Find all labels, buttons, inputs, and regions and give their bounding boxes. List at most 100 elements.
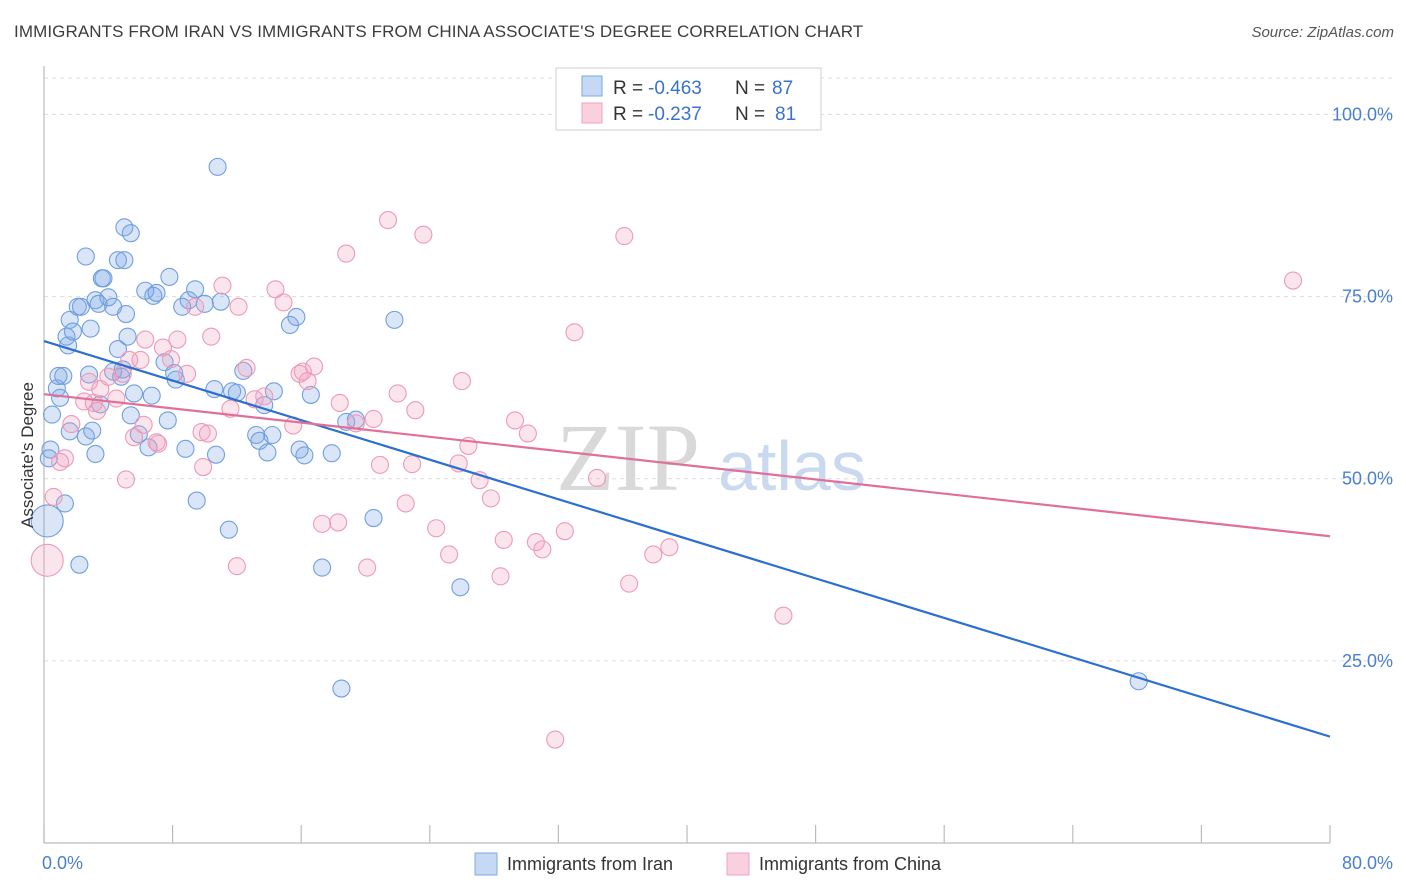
x-tick-label: 0.0% <box>42 853 83 873</box>
watermark-zip: ZIP <box>556 404 700 511</box>
trend-line-iran <box>43 339 1331 738</box>
iran-point <box>81 319 100 338</box>
y-tick-label: 25.0% <box>1342 651 1393 671</box>
iran-point <box>124 384 144 403</box>
legend-swatch-iran <box>581 75 603 97</box>
china-point <box>370 455 390 474</box>
china-point <box>644 545 663 564</box>
iran-point <box>160 267 179 286</box>
china-point <box>198 424 218 443</box>
legend-r-label-iran: R = <box>613 78 643 99</box>
iran-point <box>30 504 64 538</box>
bottom-legend-label-china: Immigrants from China <box>759 854 942 874</box>
iran-point <box>79 365 99 384</box>
china-point <box>229 297 248 316</box>
iran-point <box>70 555 89 574</box>
x-tick-label: 80.0% <box>1342 853 1393 873</box>
y-tick-label: 75.0% <box>1342 287 1393 307</box>
china-point <box>660 538 679 557</box>
china-point <box>491 567 510 586</box>
iran-point <box>264 382 283 401</box>
china-point <box>330 393 349 412</box>
china-point <box>161 350 181 369</box>
iran-point <box>115 251 134 270</box>
iran-point <box>94 269 113 288</box>
china-point <box>337 244 356 263</box>
china-point <box>364 409 383 429</box>
china-point <box>186 297 205 316</box>
china-point <box>178 364 197 383</box>
china-point <box>266 280 285 299</box>
china-point <box>526 533 545 552</box>
iran-point <box>322 444 341 463</box>
iran-point <box>301 385 320 404</box>
bottom-legend: Immigrants from Iran Immigrants from Chi… <box>474 852 942 876</box>
iran-point <box>147 283 166 302</box>
iran-point <box>116 305 136 324</box>
legend-r-value-iran: -0.463 <box>648 78 702 99</box>
iran-point <box>83 421 102 440</box>
china-point <box>221 399 240 418</box>
china-point <box>615 227 634 246</box>
iran-point <box>295 446 314 465</box>
china-point <box>1283 271 1303 290</box>
iran-point <box>144 286 163 305</box>
china-points <box>30 211 1303 749</box>
china-point <box>406 401 425 420</box>
iran-point <box>158 411 177 430</box>
legend-r-value-china: -0.237 <box>648 104 702 125</box>
iran-point <box>385 310 404 329</box>
china-point <box>168 330 187 349</box>
china-point <box>414 225 433 244</box>
china-point <box>136 330 155 349</box>
china-point <box>546 730 565 749</box>
iran-point <box>211 292 230 311</box>
iran-point <box>108 339 127 359</box>
trend-line-china <box>43 393 1331 538</box>
iran-point <box>129 425 148 444</box>
chart-title: IMMIGRANTS FROM IRAN VS IMMIGRANTS FROM … <box>14 22 864 41</box>
iran-point <box>208 157 227 176</box>
china-point <box>533 540 552 559</box>
china-point <box>427 519 446 538</box>
china-point <box>774 606 793 625</box>
iran-point <box>121 406 140 425</box>
watermark-atlas: atlas <box>718 427 866 505</box>
china-point <box>255 387 274 406</box>
china-point <box>213 276 232 295</box>
china-point <box>587 468 607 488</box>
iran-point <box>263 425 282 445</box>
china-point <box>62 415 81 434</box>
china-point <box>79 372 99 391</box>
china-point <box>202 327 221 346</box>
china-point <box>620 574 639 593</box>
legend-swatch-china <box>581 102 603 124</box>
y-axis-title: Associate's Degree <box>18 382 37 528</box>
china-point <box>358 558 377 577</box>
iran-point <box>42 405 62 424</box>
legend-n-value-iran: 87 <box>772 78 793 99</box>
iran-point <box>173 297 192 316</box>
china-point <box>194 458 213 477</box>
china-point <box>313 514 332 533</box>
legend-r-label-china: R = <box>613 104 643 125</box>
china-point <box>44 487 63 506</box>
tick-labels: 25.0% 50.0% 75.0% 100.0% 0.0% 80.0% <box>42 104 1393 873</box>
iran-point <box>364 509 383 528</box>
china-point <box>87 401 107 421</box>
iran-point <box>176 439 195 458</box>
iran-point <box>49 366 68 386</box>
iran-point <box>63 322 82 341</box>
iran-point <box>118 327 137 346</box>
iran-point <box>55 494 74 513</box>
china-point <box>565 323 584 342</box>
legend-n-value-china: 81 <box>775 104 796 125</box>
iran-point <box>234 361 253 380</box>
china-point <box>274 293 293 312</box>
china-point <box>131 350 150 370</box>
china-point <box>388 384 407 403</box>
china-point <box>452 372 472 391</box>
iran-point <box>187 491 206 510</box>
china-point <box>116 470 136 489</box>
